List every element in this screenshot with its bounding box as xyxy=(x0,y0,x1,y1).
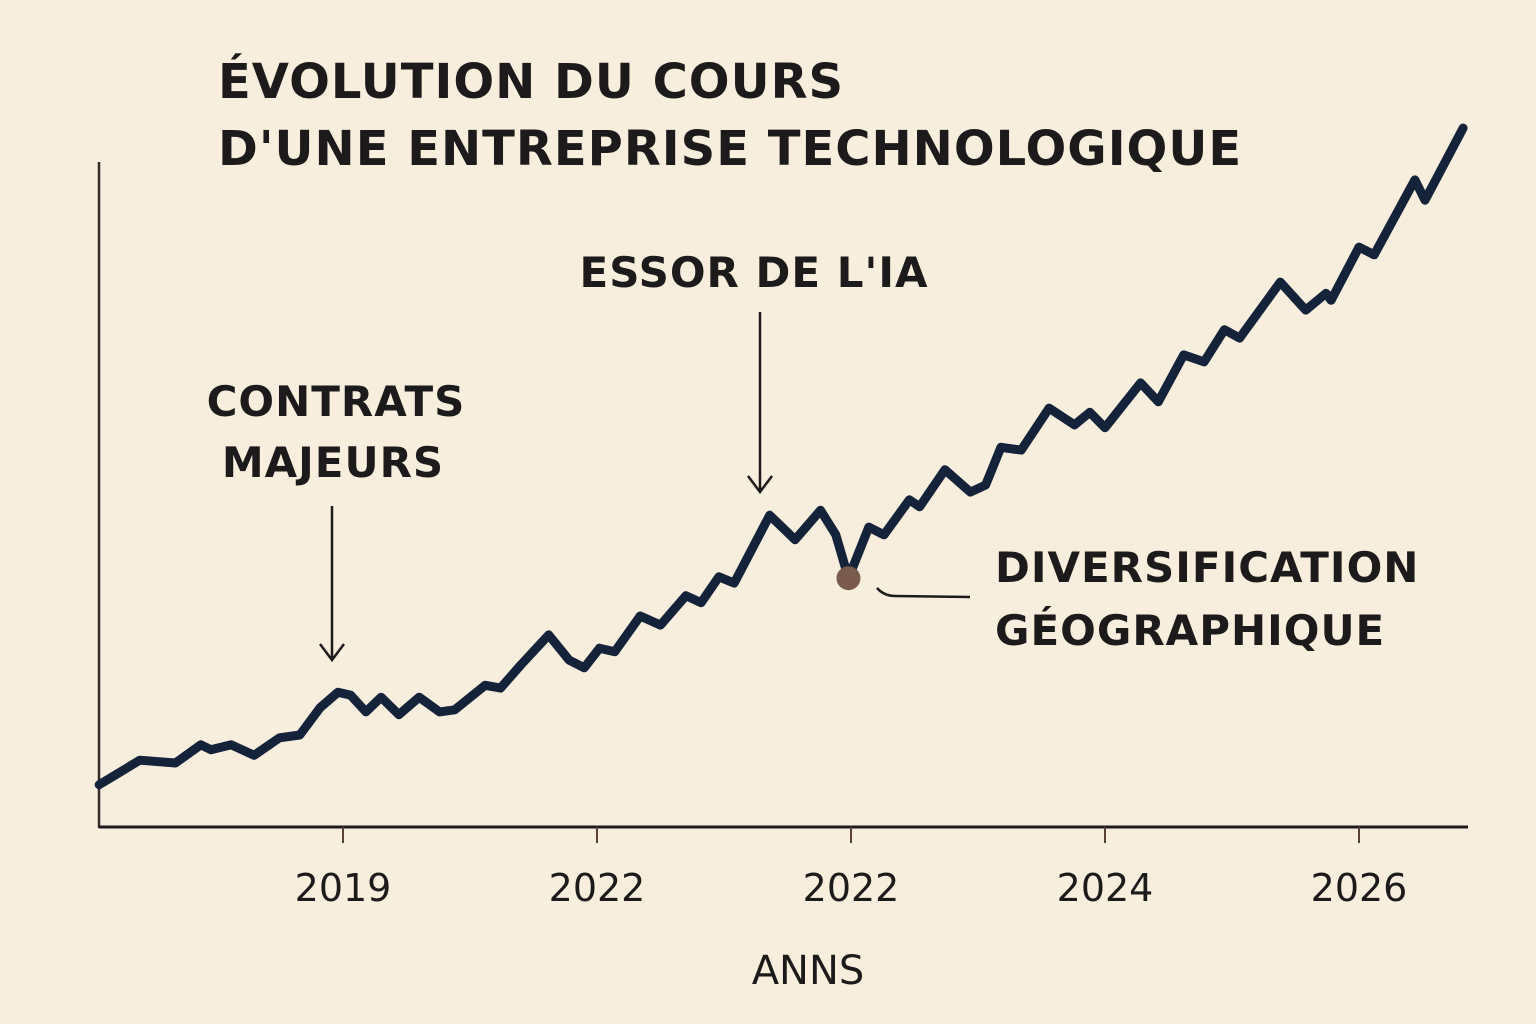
x-tick-label: 2022 xyxy=(549,866,646,910)
x-tick-label: 2022 xyxy=(803,866,900,910)
highlight-point xyxy=(836,566,861,591)
annotation-essor-ia: ESSOR DE L'IA xyxy=(580,248,929,297)
annotation-essor-arrow xyxy=(747,312,773,495)
annotation-contrats-arrow xyxy=(319,506,345,663)
annotation-diversification-line-2: GÉOGRAPHIQUE xyxy=(995,605,1385,655)
chart-title-line-1: ÉVOLUTION DU COURS xyxy=(218,53,844,110)
chart-title-line-2: D'UNE ENTREPRISE TECHNOLOGIQUE xyxy=(218,121,1242,177)
annotation-diversification-line-1: DIVERSIFICATION xyxy=(995,543,1419,592)
x-tick-label: 2026 xyxy=(1311,866,1408,910)
x-axis-label: ANNS xyxy=(752,948,865,994)
annotation-diversification-leader xyxy=(876,587,971,599)
annotation-contrats-line-2: MAJEURS xyxy=(222,438,444,487)
annotation-contrats-line-1: CONTRATS xyxy=(207,377,466,426)
x-tick-label: 2024 xyxy=(1057,866,1154,910)
series-line xyxy=(94,123,1468,790)
x-tick-label: 2019 xyxy=(295,866,392,910)
